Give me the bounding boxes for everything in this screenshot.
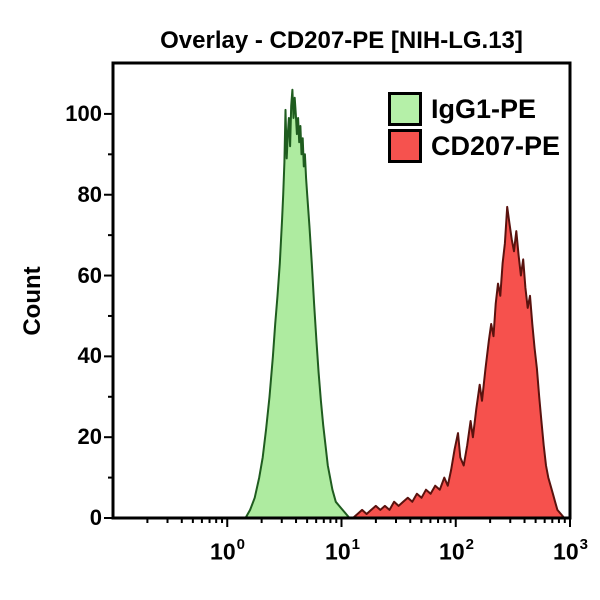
legend: IgG1-PE CD207-PE	[388, 92, 560, 166]
y-tick-label-60: 60	[77, 263, 102, 288]
y-tick-label-40: 40	[77, 343, 102, 368]
x-tick-label-1e0: 100	[210, 536, 245, 565]
histogram-cd207-pe	[351, 205, 566, 518]
legend-label: CD207-PE	[431, 131, 561, 161]
chart-title: Overlay - CD207-PE [NIH-LG.13]	[160, 27, 523, 54]
y-tick-label-0: 0	[89, 505, 102, 530]
legend-item-cd207-pe: CD207-PE	[388, 129, 560, 163]
legend-swatch-red	[388, 129, 422, 163]
x-tick-label-1e1: 101	[325, 536, 360, 565]
y-tick-label-20: 20	[77, 424, 102, 449]
y-tick-label-80: 80	[77, 182, 102, 207]
legend-swatch-green	[388, 92, 422, 126]
x-tick-label-1e2: 102	[439, 536, 474, 565]
histogram-igg1-pe	[244, 88, 351, 518]
legend-item-igg1-pe: IgG1-PE	[388, 92, 560, 126]
plot-frame	[111, 61, 572, 520]
y-tick-label-100: 100	[65, 101, 102, 126]
x-tick-label-1e3: 103	[553, 536, 588, 565]
legend-label: IgG1-PE	[431, 94, 537, 124]
